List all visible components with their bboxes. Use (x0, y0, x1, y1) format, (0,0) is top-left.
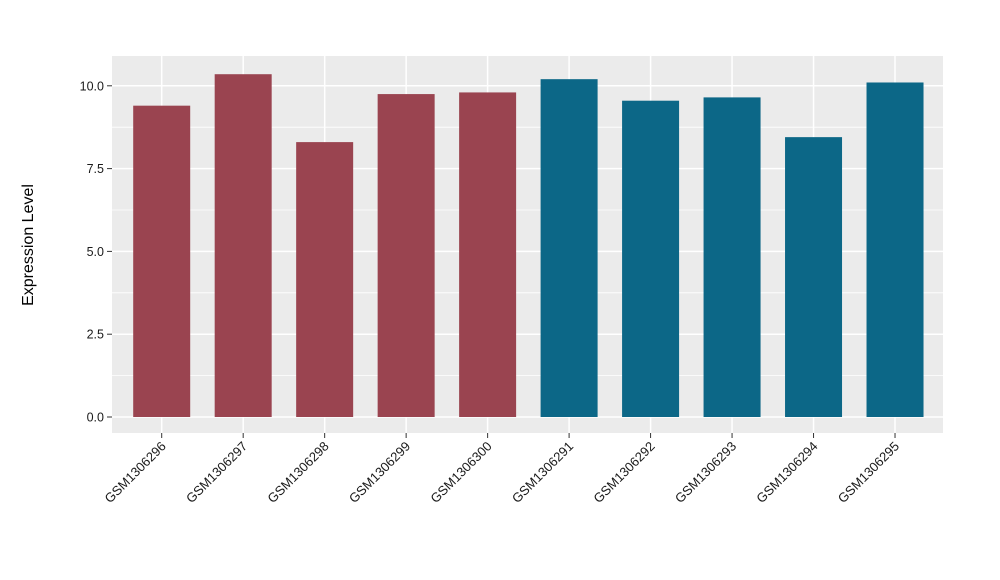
x-tick-label: GSM1306292 (590, 439, 657, 506)
y-axis-title: Expression Level (20, 184, 37, 306)
y-tick-label: 7.5 (87, 162, 104, 176)
bar-GSM1306291 (540, 79, 598, 418)
bar-GSM1306299 (377, 94, 435, 417)
bar-GSM1306300 (459, 92, 517, 417)
y-tick-label: 5.0 (87, 245, 104, 259)
y-tick-label: 0.0 (87, 411, 104, 425)
x-tick-label: GSM1306298 (264, 439, 331, 506)
bar-GSM1306292 (622, 100, 680, 417)
x-tick-label: GSM1306294 (753, 439, 820, 506)
y-tick-label: 10.0 (80, 79, 104, 93)
bar-GSM1306295 (866, 82, 924, 417)
bar-GSM1306296 (133, 105, 191, 417)
x-tick-label: GSM1306291 (509, 439, 576, 506)
bar-GSM1306298 (296, 142, 354, 417)
y-tick-label: 2.5 (87, 328, 104, 342)
x-tick-label: GSM1306300 (427, 439, 494, 506)
x-tick-label: GSM1306293 (672, 439, 739, 506)
x-tick-label: GSM1306299 (346, 439, 413, 506)
x-tick-label: GSM1306295 (835, 439, 902, 506)
x-tick-label: GSM1306297 (183, 439, 250, 506)
x-tick-label: GSM1306296 (101, 439, 168, 506)
bar-GSM1306297 (214, 74, 272, 417)
bar-GSM1306293 (703, 97, 761, 417)
bar-GSM1306294 (785, 137, 843, 418)
